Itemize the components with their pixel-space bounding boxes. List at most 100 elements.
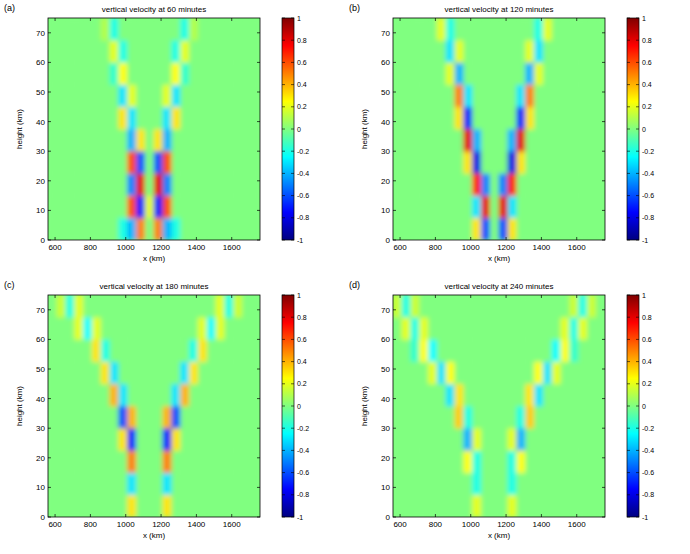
y-tick xyxy=(602,62,605,63)
cell xyxy=(428,428,437,451)
cell xyxy=(74,295,83,318)
cell xyxy=(490,84,499,107)
x-tick-label: 1000 xyxy=(462,520,480,529)
cell xyxy=(171,428,180,451)
cell xyxy=(216,84,225,107)
cell xyxy=(163,62,172,85)
cell xyxy=(242,195,251,218)
cell xyxy=(92,495,101,518)
colorbar-tick xyxy=(282,317,285,318)
cell xyxy=(455,361,464,384)
cell xyxy=(118,428,127,451)
cell xyxy=(569,173,578,196)
cell xyxy=(127,218,136,241)
cell xyxy=(110,84,119,107)
colorbar-tick-label: -0.8 xyxy=(297,491,309,498)
cell xyxy=(446,18,455,41)
x-tick-label: 1200 xyxy=(497,243,515,252)
cell xyxy=(490,173,499,196)
cell xyxy=(499,195,508,218)
cell xyxy=(74,195,83,218)
x-tick xyxy=(506,18,507,21)
cell xyxy=(101,151,110,174)
cell xyxy=(490,317,499,340)
cell xyxy=(419,218,428,241)
cell xyxy=(127,107,136,130)
colorbar-tick xyxy=(636,40,639,41)
y-tick-label: 50 xyxy=(36,365,45,374)
cell xyxy=(127,40,136,63)
colorbar-tick xyxy=(627,40,630,41)
cell xyxy=(402,428,411,451)
colorbar-tick xyxy=(627,317,630,318)
cell xyxy=(110,18,119,41)
x-tick-label: 600 xyxy=(48,520,62,529)
cell xyxy=(561,295,570,318)
cell xyxy=(65,450,74,473)
cell xyxy=(481,62,490,85)
cell xyxy=(596,384,605,407)
cell xyxy=(171,495,180,518)
cell xyxy=(242,339,251,362)
cell xyxy=(463,40,472,63)
cell xyxy=(48,84,57,107)
cell xyxy=(419,107,428,130)
cell xyxy=(463,472,472,495)
x-tick xyxy=(506,514,507,517)
cell xyxy=(83,495,92,518)
cell xyxy=(508,384,517,407)
cell xyxy=(189,495,198,518)
cell xyxy=(499,84,508,107)
cell xyxy=(127,472,136,495)
y-tick-label: 20 xyxy=(36,177,45,186)
cell xyxy=(508,472,517,495)
colorbar-tick xyxy=(291,472,294,473)
cell xyxy=(207,173,216,196)
cell xyxy=(189,18,198,41)
cell xyxy=(410,129,419,152)
cell xyxy=(437,472,446,495)
cell xyxy=(216,472,225,495)
cell xyxy=(154,295,163,318)
cell xyxy=(437,361,446,384)
cell xyxy=(587,406,596,429)
cell xyxy=(57,173,66,196)
cell xyxy=(251,428,260,451)
colorbar-tick xyxy=(636,106,639,107)
cell xyxy=(242,361,251,384)
cell xyxy=(410,472,419,495)
cell xyxy=(569,384,578,407)
cell xyxy=(543,406,552,429)
cell xyxy=(534,107,543,130)
cell xyxy=(428,151,437,174)
cell xyxy=(446,450,455,473)
x-tick-label: 1600 xyxy=(223,243,241,252)
y-tick xyxy=(48,151,51,152)
cell xyxy=(419,428,428,451)
cell xyxy=(463,195,472,218)
cell xyxy=(65,495,74,518)
cell xyxy=(587,317,596,340)
cell xyxy=(198,129,207,152)
cell xyxy=(578,218,587,241)
colorbar-tick xyxy=(636,406,639,407)
colorbar-tick xyxy=(291,217,294,218)
cell xyxy=(437,18,446,41)
cell xyxy=(437,428,446,451)
cell xyxy=(110,40,119,63)
x-tick xyxy=(541,514,542,517)
cell xyxy=(446,195,455,218)
cell xyxy=(499,339,508,362)
cell xyxy=(534,195,543,218)
cell xyxy=(481,195,490,218)
cell xyxy=(101,18,110,41)
cell xyxy=(446,129,455,152)
colorbar-tick xyxy=(291,62,294,63)
colorbar-tick xyxy=(636,151,639,152)
cell xyxy=(543,129,552,152)
cell xyxy=(578,151,587,174)
cell xyxy=(251,450,260,473)
cell xyxy=(198,384,207,407)
cell xyxy=(242,428,251,451)
x-tick xyxy=(231,514,232,517)
